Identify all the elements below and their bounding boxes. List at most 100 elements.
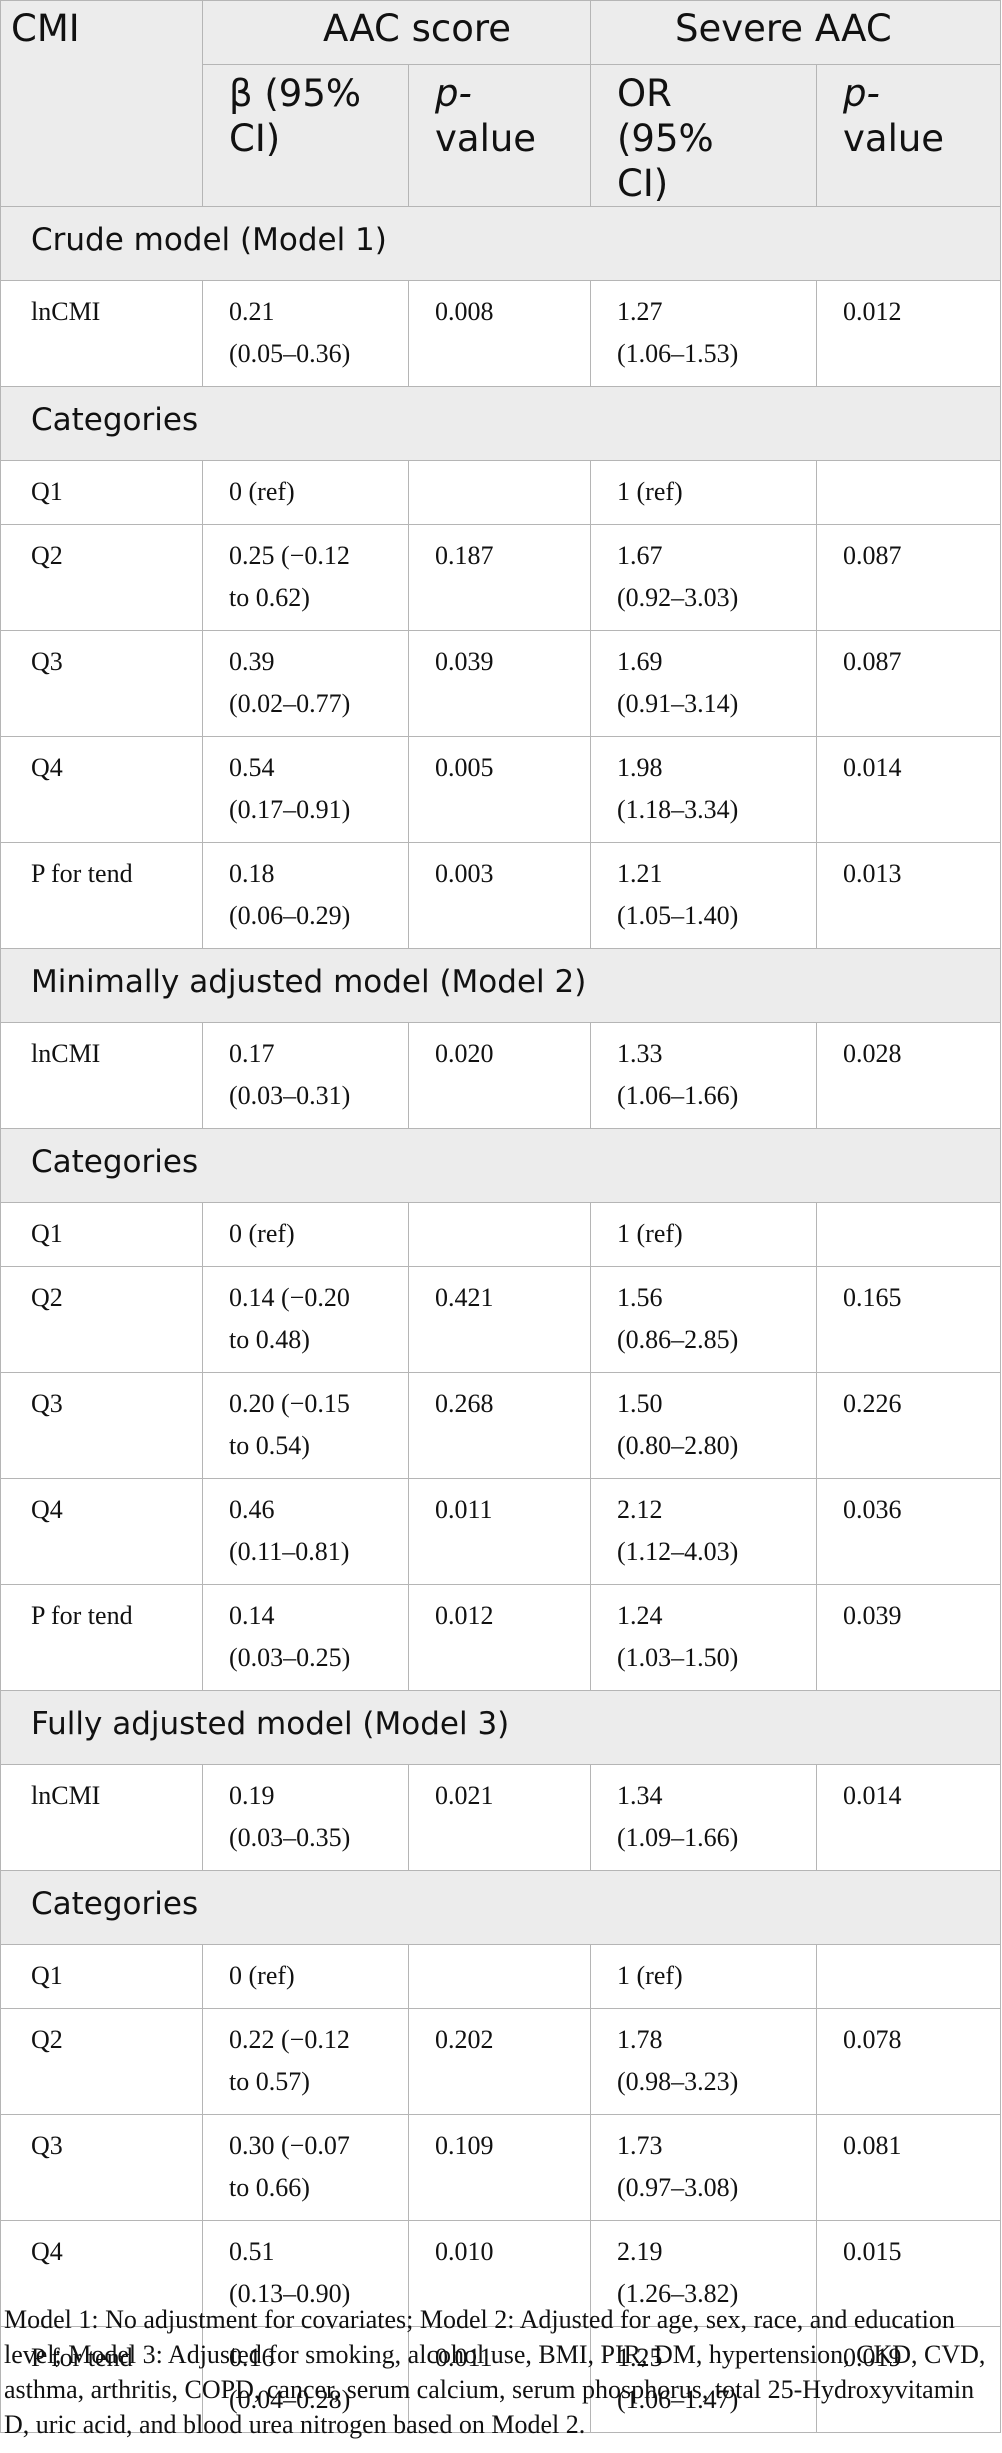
table-row: lnCMI 0.17 (0.03–0.31) 0.020 1.33 (1.06–1.66)… — [0, 1022, 1002, 1129]
or-ci-cell: 2.12 (1.12–4.03) — [590, 1478, 817, 1585]
or-ci-cell: 1.34 (1.09–1.66) — [590, 1764, 817, 1871]
p-value-severe-cell: 0.036 — [815, 1478, 1002, 1585]
p-value-severe-cell: 0.012 — [815, 280, 1002, 387]
beta-ci-cell: 0.14 (−0.20 to 0.48) — [202, 1266, 409, 1373]
p-value-severe-cell: 0.087 — [815, 524, 1002, 631]
or-ci-cell: 2.19 (1.26–3.82) — [590, 2220, 817, 2327]
p-value-severe-cell — [815, 460, 1002, 525]
p-value-severe-cell: 0.039 — [815, 1584, 1002, 1691]
table-row: Q1 0 (ref) 1 (ref) — [0, 1202, 1002, 1267]
section-heading: Crude model (Model 1) — [0, 206, 1002, 281]
beta-ci-cell: 0.25 (−0.12 to 0.62) — [202, 524, 409, 631]
table-row: P for tend 0.18 (0.06–0.29) 0.003 1.21 (1.05–… — [0, 842, 1002, 949]
row-label: Q1 — [0, 460, 203, 525]
or-ci-cell: 1.27 (1.06–1.53) — [590, 280, 817, 387]
p-value-aac-cell: 0.003 — [408, 842, 591, 949]
table-row: Q3 0.39 (0.02–0.77) 0.039 1.69 (0.91–3.14) 0.0… — [0, 630, 1002, 737]
p-value-aac-cell — [408, 460, 591, 525]
p-value-severe-cell — [815, 1944, 1002, 2009]
section-heading: Fully adjusted model (Model 3) — [0, 1690, 1002, 1765]
table-row: Q3 0.20 (−0.15 to 0.54) 0.268 1.50 (0.80–2.80… — [0, 1372, 1002, 1479]
p-value-aac-cell: 0.020 — [408, 1022, 591, 1129]
p-value-aac-cell: 0.202 — [408, 2008, 591, 2115]
categories-heading-label: Categories — [0, 386, 1002, 461]
beta-ci-cell: 0.39 (0.02–0.77) — [202, 630, 409, 737]
table-row: Q4 0.51 (0.13–0.90) 0.010 2.19 (1.26–3.82) 0.0… — [0, 2220, 1002, 2327]
or-ci-cell: 1.25 (1.06–1.47) — [590, 2326, 817, 2433]
table-row: Q3 0.30 (−0.07 to 0.66) 0.109 1.73 (0.97–3.08… — [0, 2114, 1002, 2221]
beta-ci-cell: 0.14 (0.03–0.25) — [202, 1584, 409, 1691]
or-ci-cell: 1 (ref) — [590, 1944, 817, 2009]
row-label: lnCMI — [0, 1022, 203, 1129]
or-ci-cell: 1.73 (0.97–3.08) — [590, 2114, 817, 2221]
beta-ci-cell: 0.46 (0.11–0.81) — [202, 1478, 409, 1585]
or-ci-cell: 1.50 (0.80–2.80) — [590, 1372, 817, 1479]
section-heading-label: Crude model (Model 1) — [0, 206, 1002, 281]
p-value-aac-cell: 0.268 — [408, 1372, 591, 1479]
table-row: Q1 0 (ref) 1 (ref) — [0, 1944, 1002, 2009]
header-or-ci: OR (95% CI) — [590, 64, 817, 207]
section-heading: Minimally adjusted model (Model 2) — [0, 948, 1002, 1023]
row-label: Q2 — [0, 524, 203, 631]
p-value-aac-cell: 0.008 — [408, 280, 591, 387]
header-p-value-severe: p- value — [815, 64, 1002, 207]
beta-ci-cell: 0.22 (−0.12 to 0.57) — [202, 2008, 409, 2115]
p-value-severe-cell: 0.014 — [815, 736, 1002, 843]
beta-ci-cell: 0.19 (0.03–0.35) — [202, 1764, 409, 1871]
p-value-severe-cell: 0.087 — [815, 630, 1002, 737]
beta-ci-cell: 0.51 (0.13–0.90) — [202, 2220, 409, 2327]
or-ci-cell: 1.78 (0.98–3.23) — [590, 2008, 817, 2115]
header-p-value-aac: p- value — [408, 64, 591, 207]
or-ci-cell: 1.24 (1.03–1.50) — [590, 1584, 817, 1691]
beta-ci-cell: 0.17 (0.03–0.31) — [202, 1022, 409, 1129]
or-ci-cell: 1.67 (0.92–3.03) — [590, 524, 817, 631]
table-body: Crude model (Model 1) lnCMI 0.21 (0.05–0.36… — [0, 206, 1002, 2433]
header-row-2: β (95% CI) p- value OR (95% CI) p- value — [1, 64, 1002, 207]
table-row: Q1 0 (ref) 1 (ref) — [0, 460, 1002, 525]
p-value-severe-cell — [815, 1202, 1002, 1267]
or-ci-cell: 1.98 (1.18–3.34) — [590, 736, 817, 843]
categories-heading-label: Categories — [0, 1870, 1002, 1945]
row-label: Q4 — [0, 736, 203, 843]
section-heading-label: Minimally adjusted model (Model 2) — [0, 948, 1002, 1023]
row-label: P for tend — [0, 842, 203, 949]
p-value-severe-cell: 0.014 — [815, 1764, 1002, 1871]
beta-ci-cell: 0 (ref) — [202, 460, 409, 525]
row-label: Q3 — [0, 630, 203, 737]
table-row: P for tend 0.14 (0.03–0.25) 0.012 1.24 (1.03–… — [0, 1584, 1002, 1691]
row-label: Q2 — [0, 1266, 203, 1373]
beta-ci-cell: 0.21 (0.05–0.36) — [202, 280, 409, 387]
row-label: Q1 — [0, 1944, 203, 2009]
table-row: lnCMI 0.21 (0.05–0.36) 0.008 1.27 (1.06–1.53)… — [0, 280, 1002, 387]
beta-ci-cell: 0.54 (0.17–0.91) — [202, 736, 409, 843]
or-ci-cell: 1.21 (1.05–1.40) — [590, 842, 817, 949]
header-row-1: CMI AAC score Severe AAC — [0, 0, 1002, 207]
or-ci-cell: 1.56 (0.86–2.85) — [590, 1266, 817, 1373]
p-value-severe-cell: 0.081 — [815, 2114, 1002, 2221]
table-row: Q4 0.46 (0.11–0.81) 0.011 2.12 (1.12–4.03) 0.0… — [0, 1478, 1002, 1585]
row-label: Q4 — [0, 2220, 203, 2327]
or-ci-cell: 1 (ref) — [590, 1202, 817, 1267]
p-value-aac-cell: 0.011 — [408, 2326, 591, 2433]
or-ci-cell: 1.33 (1.06–1.66) — [590, 1022, 817, 1129]
header-severe-aac: Severe AAC — [589, 0, 1002, 65]
row-label: P for tend — [0, 2326, 203, 2433]
beta-ci-cell: 0 (ref) — [202, 1202, 409, 1267]
table-row: Q4 0.54 (0.17–0.91) 0.005 1.98 (1.18–3.34) 0.0… — [0, 736, 1002, 843]
row-label: lnCMI — [0, 280, 203, 387]
or-ci-cell: 1 (ref) — [590, 460, 817, 525]
header-cmi: CMI — [0, 0, 203, 207]
p-value-aac-cell: 0.012 — [408, 1584, 591, 1691]
table-footnote: Model 1: No adjustment for covariates; M… — [4, 2305, 986, 2439]
section-heading-label: Fully adjusted model (Model 3) — [0, 1690, 1002, 1765]
beta-ci-cell: 0 (ref) — [202, 1944, 409, 2009]
table-row: lnCMI 0.19 (0.03–0.35) 0.021 1.34 (1.09–1.66)… — [0, 1764, 1002, 1871]
p-value-aac-cell — [408, 1944, 591, 2009]
p-value-aac-cell: 0.109 — [408, 2114, 591, 2221]
table-row: Q2 0.22 (−0.12 to 0.57) 0.202 1.78 (0.98–3.23… — [0, 2008, 1002, 2115]
p-value-severe-cell: 0.015 — [815, 2220, 1002, 2327]
row-label: Q2 — [0, 2008, 203, 2115]
p-value-aac-cell: 0.187 — [408, 524, 591, 631]
categories-heading: Categories — [0, 1128, 1002, 1203]
